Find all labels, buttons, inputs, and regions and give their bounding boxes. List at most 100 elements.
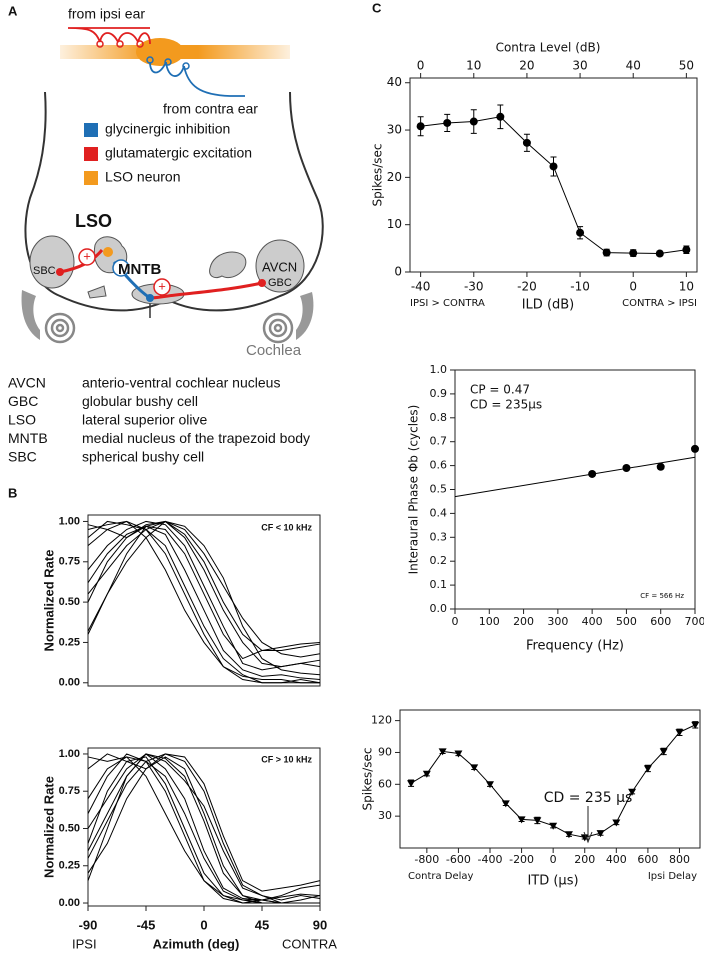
data-line — [87, 753, 321, 904]
x2-tick-label: 20 — [519, 59, 534, 73]
y-axis-label: Spikes/sec — [361, 748, 375, 811]
data-line — [87, 524, 321, 681]
data-point — [517, 816, 526, 824]
abbreviation-text: lateral superior olive — [82, 412, 207, 428]
structure-label: AVCN — [262, 259, 297, 274]
y-tick-label: 0.25 — [59, 860, 80, 872]
cochlea — [44, 312, 76, 344]
y-tick-label: 1.00 — [59, 515, 80, 527]
data-point — [622, 463, 631, 472]
y-tick-label: 0.75 — [59, 785, 80, 797]
x2-tick-label: 0 — [417, 59, 425, 73]
mntb-cell — [146, 294, 154, 302]
cochlea-nerve — [296, 292, 314, 340]
x-tick-label: 400 — [582, 615, 603, 628]
y-tick-label: 40 — [387, 75, 402, 89]
lso-neuron — [136, 38, 184, 66]
data-point — [470, 764, 479, 772]
x2-tick-label: 40 — [626, 59, 641, 73]
y-tick-label: 0.25 — [59, 636, 80, 648]
panel-label: C — [372, 0, 382, 15]
x-tick-label: -20 — [517, 280, 537, 294]
sign-circle — [112, 259, 130, 277]
chart: 0.0 0.1 0.2 0.3 0.4 0.5 0.6 0.7 0.8 0.9 1.0 0 100 200… — [407, 363, 704, 654]
data-line — [87, 520, 321, 676]
abbreviation: SBC — [8, 449, 37, 465]
x-tick-label: -90 — [79, 917, 98, 932]
abbreviation: MNTB — [8, 430, 48, 446]
x-tick-label: -200 — [509, 853, 534, 866]
x-tick-label: 300 — [547, 615, 568, 628]
abbreviation: GBC — [8, 393, 38, 409]
x-tick-label: 200 — [574, 853, 595, 866]
structure-label: LSO — [75, 211, 112, 231]
sign: + — [158, 278, 166, 293]
data-point — [422, 770, 431, 778]
x-tick-label: -40 — [411, 280, 431, 294]
nucleus — [87, 285, 107, 299]
panel-label: B — [8, 485, 17, 500]
abbreviation-text: spherical bushy cell — [82, 449, 204, 465]
data-point — [564, 831, 573, 839]
nucleus — [209, 251, 247, 279]
y-axis-label: Interaural Phase Φb (cycles) — [407, 405, 421, 575]
data-point — [675, 729, 684, 737]
annotation: CD = 235µs — [470, 398, 542, 412]
abbreviation-text: globular bushy cell — [82, 393, 198, 409]
structure-label: SBC — [33, 265, 56, 277]
data-point — [486, 781, 494, 789]
avcn-right — [255, 239, 305, 293]
data-line — [87, 756, 320, 904]
data-line — [87, 753, 321, 892]
data-point — [407, 780, 416, 788]
abbreviation-text: medial nucleus of the trapezoid body — [82, 430, 310, 446]
y-axis-label: Normalized Rate — [41, 776, 56, 878]
data-point — [496, 112, 505, 121]
x-tick-label: -600 — [446, 853, 471, 866]
data-point — [628, 788, 637, 796]
panel-label: A — [8, 3, 18, 18]
y-tick-label: 0.50 — [59, 596, 80, 608]
chart: 30 60 90 120 -800 -600 -400 -200 0 200 400 600 800 Sp… — [361, 709, 701, 889]
x-axis-label: Frequency (Hz) — [526, 639, 624, 654]
y-tick-label: 0.3 — [430, 530, 448, 543]
data-line — [420, 116, 687, 255]
gbc-cell — [258, 279, 266, 287]
y-tick-label: 0.00 — [59, 897, 80, 909]
x-tick-label: 0 — [200, 917, 207, 932]
annotation: CP = 0.47 — [470, 383, 530, 397]
y-tick-label: 0.9 — [430, 387, 448, 400]
data-point — [522, 138, 531, 147]
x2-tick-label: 30 — [572, 59, 587, 73]
x-tick-label: 100 — [479, 615, 500, 628]
plot-frame — [87, 747, 321, 907]
chart: 0.00 0.25 0.50 0.75 1.00 Normalized Rate CF < … — [41, 514, 321, 689]
data-line — [87, 520, 321, 652]
cochlea — [55, 323, 65, 333]
x2-tick-label: 50 — [679, 59, 694, 73]
y-tick-label: 30 — [387, 123, 402, 137]
y-tick-label: 0.6 — [430, 459, 448, 472]
y-tick-label: 0.4 — [430, 506, 448, 519]
data-point — [656, 462, 665, 471]
synapse — [96, 40, 104, 48]
x-tick-label: 0 — [629, 280, 637, 294]
y-tick-label: 0 — [394, 265, 402, 279]
annotation: CD = 235 µs — [544, 790, 633, 806]
avcn-left — [29, 235, 75, 289]
data-point — [443, 118, 452, 127]
sign-circle — [78, 248, 96, 266]
annotation: CF = 566 Hz — [640, 592, 684, 600]
data-point — [580, 834, 589, 842]
annotation: CONTRA — [282, 936, 337, 951]
contra-fiber — [149, 61, 245, 97]
y-tick-label: 1.0 — [430, 363, 448, 376]
abbreviation-text: anterio-ventral cochlear nucleus — [82, 375, 280, 391]
x-tick-label: -45 — [137, 917, 156, 932]
data-point — [691, 721, 700, 729]
data-point — [454, 750, 463, 758]
cochlea — [262, 312, 294, 344]
data-point — [643, 765, 652, 773]
x-tick-label: 0 — [550, 853, 557, 866]
